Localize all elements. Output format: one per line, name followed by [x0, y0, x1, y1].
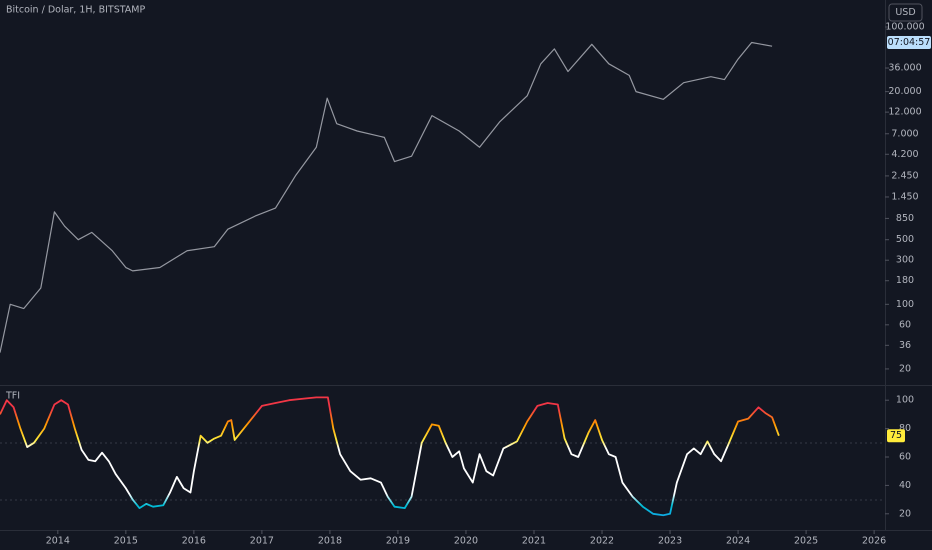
countdown-box	[887, 36, 931, 49]
y-tick-label: 4.200	[891, 149, 918, 160]
y-tick-label: 100	[896, 299, 914, 310]
x-tick-label: 2019	[386, 536, 410, 547]
x-tick-label: 2016	[182, 536, 206, 547]
last-value-box	[887, 429, 905, 443]
x-tick-label: 2018	[318, 536, 342, 547]
countdown: 07:04:57	[888, 37, 931, 48]
data-line	[0, 396, 780, 517]
y-tick-label: 20	[899, 508, 911, 519]
y-tick-label: 7.000	[891, 128, 918, 139]
y-tick-label: 60	[899, 452, 911, 463]
chart-title: Bitcoin / Dolar, 1H, BITSTAMP	[6, 5, 145, 16]
y-tick-label: 20	[899, 363, 911, 374]
x-tick-label: 2022	[590, 536, 614, 547]
y-tick-label: 36.000	[888, 63, 921, 74]
x-tick-label: 2015	[114, 536, 138, 547]
last-value-label: 75	[890, 430, 902, 441]
y-tick-label: 20.000	[888, 86, 921, 97]
y-tick-label: 100.000	[885, 22, 924, 33]
y-tick-label: 300	[896, 255, 914, 266]
x-tick-label: 2014	[46, 536, 70, 547]
y-tick-label: 180	[896, 275, 914, 286]
y-tick-label: 12.000	[888, 107, 921, 118]
y-tick-label: 2.450	[891, 170, 918, 181]
x-tick-label: 2025	[794, 536, 818, 547]
y-tick-label: 60	[899, 319, 911, 330]
y-tick-label: 100	[896, 395, 914, 406]
y-tick-label: 1.450	[891, 191, 918, 202]
x-tick-label: 2017	[250, 536, 274, 547]
y-tick-label: 500	[896, 234, 914, 245]
currency[interactable]: USD	[895, 7, 915, 18]
x-tick-label: 2026	[862, 536, 886, 547]
data-line	[0, 41, 773, 353]
y-tick-label: 850	[896, 213, 914, 224]
y-tick-label: 80	[899, 423, 911, 434]
y-tick-label: 40	[899, 480, 911, 491]
x-tick-label: 2020	[454, 536, 478, 547]
x-tick-label: 2024	[726, 536, 750, 547]
x-tick-label: 2023	[658, 536, 682, 547]
y-tick-label: 36	[899, 340, 911, 351]
currency-button[interactable]	[888, 3, 923, 22]
x-tick-label: 2021	[522, 536, 546, 547]
indicator-title: TFI	[5, 391, 20, 402]
